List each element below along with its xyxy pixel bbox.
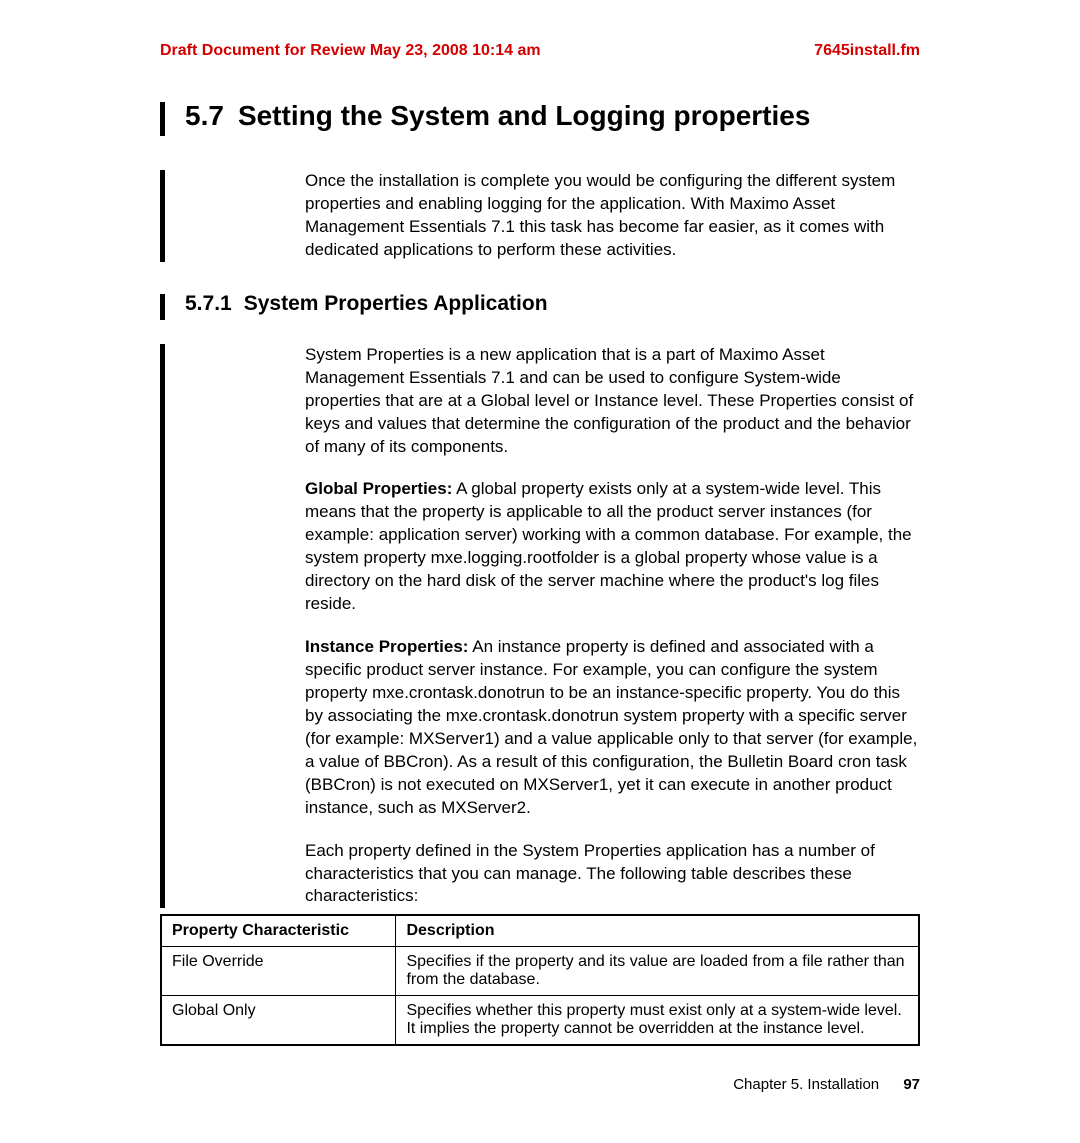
page-footer: Chapter 5. Installation 97 <box>733 1076 920 1093</box>
column-header: Description <box>396 915 919 947</box>
body-paragraph: System Properties is a new application t… <box>305 344 920 459</box>
section-title: Setting the System and Logging propertie… <box>238 100 811 132</box>
intro-block: Once the installation is complete you wo… <box>160 170 920 262</box>
subsection-number: 5.7.1 <box>185 292 232 316</box>
chapter-label: Chapter 5. Installation <box>733 1076 879 1093</box>
page-number: 97 <box>903 1076 920 1093</box>
paragraph-label: Global Properties: <box>305 479 452 498</box>
page-header: Draft Document for Review May 23, 2008 1… <box>160 42 920 60</box>
properties-table: Property Characteristic Description File… <box>160 914 920 1046</box>
change-bar <box>160 294 165 320</box>
body-paragraph: Each property defined in the System Prop… <box>305 840 920 909</box>
paragraph-label: Instance Properties: <box>305 637 468 656</box>
change-bar <box>160 344 165 909</box>
subsection-title: System Properties Application <box>244 292 548 316</box>
body-paragraph: Global Properties: A global property exi… <box>305 478 920 616</box>
table-cell: File Override <box>161 947 396 996</box>
subsection-body: System Properties is a new application t… <box>160 344 920 909</box>
paragraph-text: An instance property is defined and asso… <box>305 637 917 817</box>
table-header-row: Property Characteristic Description <box>161 915 919 947</box>
change-bar <box>160 170 165 262</box>
table-row: File Override Specifies if the property … <box>161 947 919 996</box>
section-heading: 5.7 Setting the System and Logging prope… <box>160 100 920 136</box>
draft-stamp: Draft Document for Review May 23, 2008 1… <box>160 42 541 60</box>
source-filename: 7645install.fm <box>814 42 920 60</box>
subsection-heading: 5.7.1 System Properties Application <box>160 292 920 320</box>
intro-paragraph: Once the installation is complete you wo… <box>305 170 920 262</box>
document-page: Draft Document for Review May 23, 2008 1… <box>0 0 1080 1143</box>
table-cell: Global Only <box>161 996 396 1046</box>
body-paragraph: Instance Properties: An instance propert… <box>305 636 920 820</box>
table-row: Global Only Specifies whether this prope… <box>161 996 919 1046</box>
paragraph-text: A global property exists only at a syste… <box>305 479 912 613</box>
section-number: 5.7 <box>185 100 224 132</box>
change-bar <box>160 102 165 136</box>
column-header: Property Characteristic <box>161 915 396 947</box>
table-cell: Specifies whether this property must exi… <box>396 996 919 1046</box>
table-cell: Specifies if the property and its value … <box>396 947 919 996</box>
